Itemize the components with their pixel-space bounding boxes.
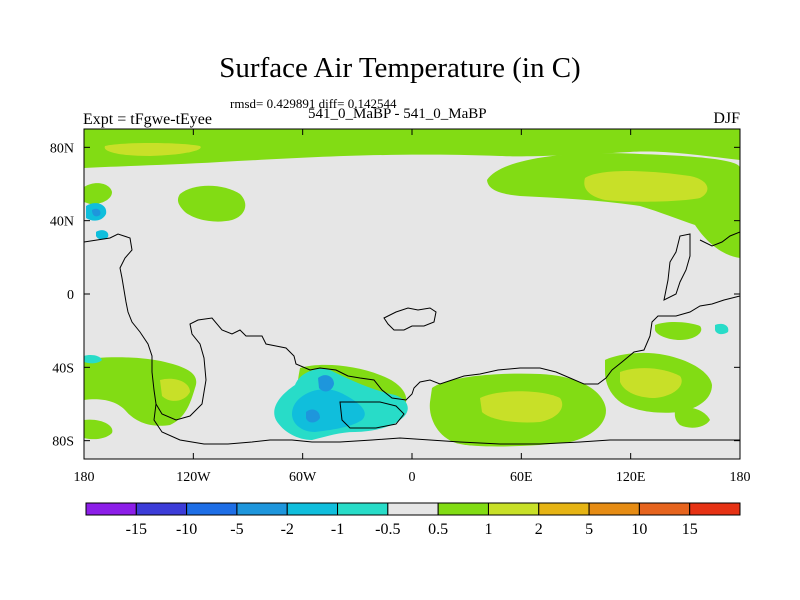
- colorbar-label: 1: [484, 521, 492, 538]
- lat-tick-label: 40S: [52, 361, 74, 376]
- colorbar-swatch: [337, 502, 389, 516]
- continent-outline: [84, 231, 740, 445]
- chart-title: Surface Air Temperature (in C): [219, 52, 581, 84]
- colorbar-label: 0.5: [428, 521, 448, 538]
- colorbar-swatch: [638, 502, 691, 516]
- colorbar-label: 5: [585, 521, 593, 538]
- experiment-label: Expt = tFgwe-tEyee: [83, 111, 212, 128]
- colorbar-label: -2: [281, 521, 294, 538]
- lon-tick-label: 180: [730, 470, 751, 485]
- colorbar-label: -0.5: [375, 521, 400, 538]
- colorbar-swatch: [689, 502, 741, 516]
- colorbar-swatch: [588, 502, 640, 516]
- lat-tick-label: 80N: [50, 141, 74, 156]
- axis-ticks: 180 120W 60W 0 60E 120E 180 80N 40N 0 40S 80S: [50, 129, 751, 485]
- lon-tick-label: 0: [409, 470, 416, 485]
- colorbar-swatch: [538, 502, 590, 516]
- lon-tick-label: 120E: [616, 470, 646, 485]
- colorbar-label: -10: [176, 521, 197, 538]
- colorbar-swatch: [487, 502, 540, 516]
- colorbar-label: 15: [682, 521, 698, 538]
- colorbar-label: -15: [126, 521, 147, 538]
- lon-tick-label: 180: [74, 470, 95, 485]
- colorbar-swatch: [135, 502, 188, 516]
- lat-tick-label: 80S: [52, 435, 74, 450]
- colorbar-swatch: [186, 502, 238, 516]
- colorbar-label: -5: [230, 521, 243, 538]
- colorbar-swatch: [387, 502, 439, 516]
- lon-tick-label: 120W: [176, 470, 211, 485]
- colorbar-label: -1: [331, 521, 344, 538]
- lat-tick-label: 0: [67, 288, 74, 303]
- colorbar-swatch: [85, 502, 137, 516]
- stats-text: rmsd= 0.429891 diff= 0.142544: [230, 96, 397, 111]
- colorbar-swatch: [437, 502, 489, 516]
- colorbar: -15 -10 -5 -2 -1 -0.5 0.5 1 2 5 10 15: [85, 502, 741, 538]
- anomaly-fill-5: [92, 208, 334, 423]
- colorbar-swatch: [286, 502, 339, 516]
- lat-tick-label: 40N: [50, 215, 74, 230]
- colorbar-label: 2: [535, 521, 543, 538]
- colorbar-swatch: [236, 502, 288, 516]
- colorbar-label: 10: [631, 521, 647, 538]
- lon-tick-label: 60W: [289, 470, 317, 485]
- season-label: DJF: [713, 110, 740, 127]
- lon-tick-label: 60E: [510, 470, 533, 485]
- map-panel: [84, 129, 740, 459]
- period-label: 541_0_MaBP - 541_0_MaBP: [308, 106, 487, 122]
